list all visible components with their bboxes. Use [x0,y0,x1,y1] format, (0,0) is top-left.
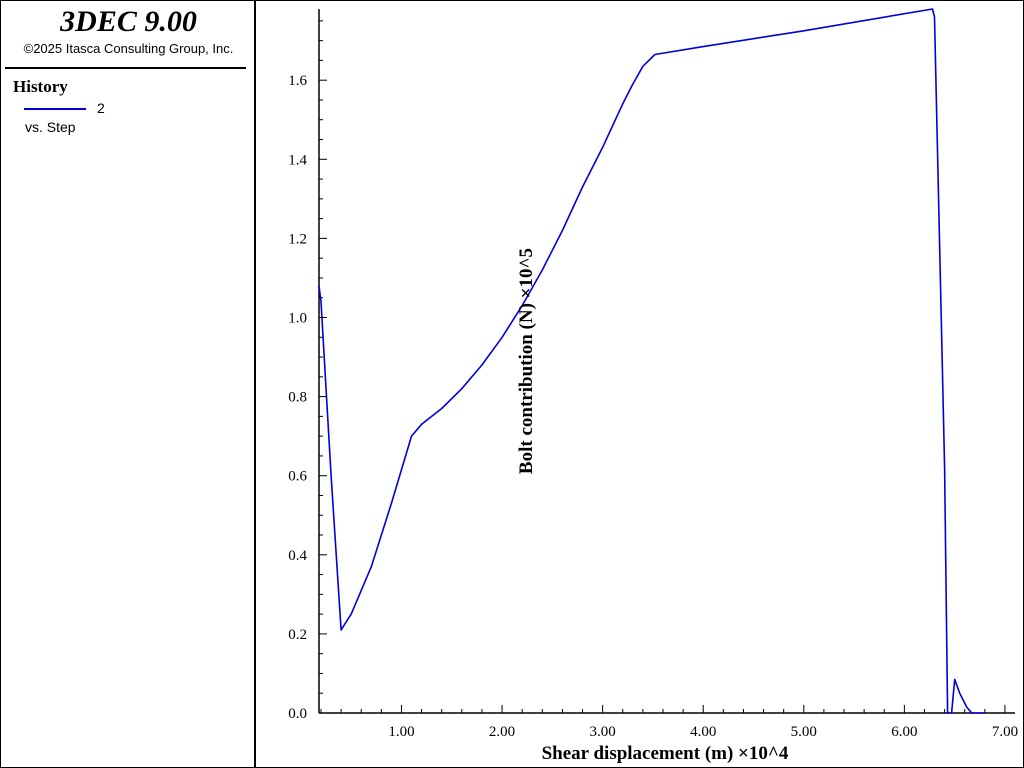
x-tick-label: 6.00 [891,724,917,740]
legend-line-swatch [24,108,86,110]
axis-ticks: 0.0 0.2 0.4 0.6 0.8 1.0 1.2 1.4 1.6 1.00 2.00 3.00 4… [288,20,1018,740]
legend-heading: History [13,77,68,96]
x-tick-label: 1.00 [388,724,414,740]
y-tick-label: 0.4 [288,548,307,564]
legend-divider [5,67,246,69]
app-title: 3DEC 9.00 [60,5,197,38]
y-tick-label: 0.8 [288,390,307,406]
history-plot: 0.0 0.2 0.4 0.6 0.8 1.0 1.2 1.4 1.6 1.00 2.00 3.00 4… [288,8,1018,764]
x-tick-label: 2.00 [489,724,515,740]
plot-axes [318,9,1015,714]
y-tick-label: 0.6 [288,469,307,485]
series-line [318,8,985,714]
legend-series-label: 2 [97,100,105,116]
x-axis-title: Shear displacement (m) ×10^4 [542,743,789,764]
y-tick-label: 0.2 [288,627,307,643]
legend-panel: 3DEC 9.00 ©2025 Itasca Consulting Group,… [1,1,256,767]
x-tick-label: 5.00 [791,724,817,740]
y-axis-title: Bolt contribution (N) ×10^5 [516,248,537,474]
x-tick-label: 7.00 [992,724,1018,740]
x-tick-label: 4.00 [690,724,716,740]
copyright-text: ©2025 Itasca Consulting Group, Inc. [23,41,234,56]
series-layer [318,8,985,714]
x-tick-label: 3.00 [590,724,616,740]
y-tick-label: 1.2 [288,231,307,247]
y-tick-label: 0.0 [288,706,307,722]
y-tick-label: 1.6 [288,73,307,89]
legend-series-sublabel: vs. Step [25,119,76,135]
y-tick-label: 1.0 [288,310,307,326]
y-tick-label: 1.4 [288,152,307,168]
